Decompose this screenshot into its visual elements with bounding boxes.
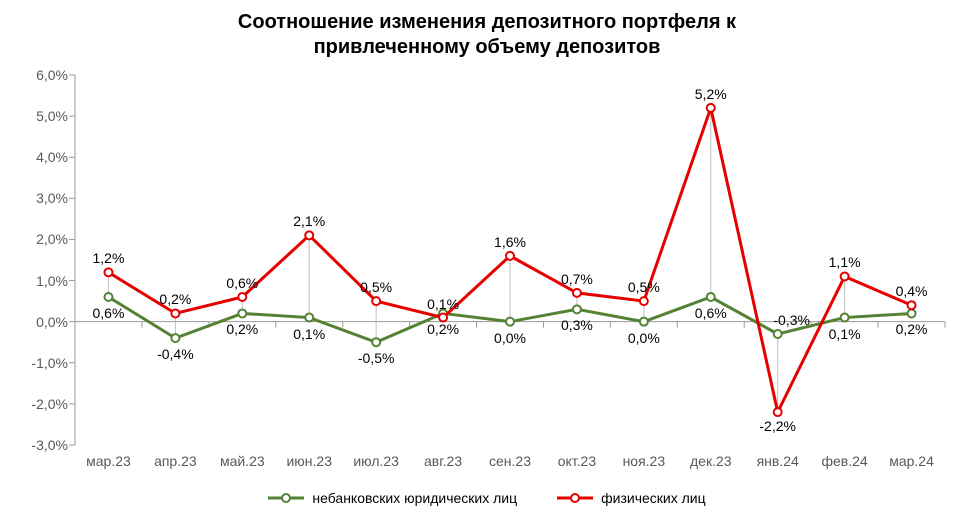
data-label: 5,2% bbox=[695, 86, 727, 102]
legend-item: физических лиц bbox=[557, 490, 706, 506]
chart-title-line2: привлеченному объему депозитов bbox=[314, 36, 661, 58]
y-tick-label: 5,0% bbox=[13, 108, 68, 124]
x-tick-label: сен.23 bbox=[489, 453, 531, 469]
data-label: 0,1% bbox=[829, 326, 861, 342]
data-label: -0,3% bbox=[773, 312, 810, 328]
data-label: 2,1% bbox=[293, 213, 325, 229]
x-tick-label: ноя.23 bbox=[623, 453, 666, 469]
plot-area bbox=[75, 75, 945, 445]
data-label: 0,6% bbox=[695, 305, 727, 321]
x-tick-label: дек.23 bbox=[690, 453, 732, 469]
x-tick-label: май.23 bbox=[220, 453, 265, 469]
x-tick-label: янв.24 bbox=[757, 453, 799, 469]
data-label: 0,2% bbox=[427, 321, 459, 337]
x-tick-label: апр.23 bbox=[154, 453, 197, 469]
chart-title-line1: Соотношение изменения депозитного портфе… bbox=[238, 11, 736, 33]
data-label: -0,4% bbox=[157, 346, 194, 362]
data-label: 0,0% bbox=[628, 330, 660, 346]
y-tick-label: -1,0% bbox=[13, 355, 68, 371]
data-label: 0,5% bbox=[360, 279, 392, 295]
data-label: 0,7% bbox=[561, 271, 593, 287]
data-label: 0,3% bbox=[561, 317, 593, 333]
y-tick-label: 6,0% bbox=[13, 67, 68, 83]
legend-label: небанковских юридических лиц bbox=[312, 490, 517, 506]
legend-swatch bbox=[557, 491, 593, 505]
data-label: 1,6% bbox=[494, 234, 526, 250]
legend-item: небанковских юридических лиц bbox=[268, 490, 517, 506]
y-tick-label: -3,0% bbox=[13, 437, 68, 453]
chart-title: Соотношение изменения депозитного портфе… bbox=[0, 10, 974, 60]
data-label: 0,4% bbox=[896, 283, 928, 299]
y-tick-label: -2,0% bbox=[13, 396, 68, 412]
data-label: 0,1% bbox=[293, 326, 325, 342]
data-label: 0,1% bbox=[427, 296, 459, 312]
legend-label: физических лиц bbox=[601, 490, 706, 506]
x-tick-label: окт.23 bbox=[558, 453, 596, 469]
legend-swatch bbox=[268, 491, 304, 505]
x-tick-label: фев.24 bbox=[822, 453, 868, 469]
data-label: 0,2% bbox=[159, 291, 191, 307]
data-label: -2,2% bbox=[759, 418, 796, 434]
y-tick-label: 2,0% bbox=[13, 231, 68, 247]
data-label: 0,2% bbox=[896, 321, 928, 337]
plot-svg bbox=[75, 75, 945, 445]
y-tick-label: 1,0% bbox=[13, 273, 68, 289]
data-label: 0,2% bbox=[226, 321, 258, 337]
x-tick-label: мар.24 bbox=[889, 453, 934, 469]
legend: небанковских юридических лиц физических л… bbox=[0, 490, 974, 506]
x-tick-label: авг.23 bbox=[424, 453, 462, 469]
y-tick-label: 0,0% bbox=[13, 314, 68, 330]
x-tick-label: мар.23 bbox=[86, 453, 131, 469]
data-label: 1,2% bbox=[92, 250, 124, 266]
data-label: -0,5% bbox=[358, 350, 395, 366]
chart-root: Соотношение изменения депозитного портфе… bbox=[0, 0, 974, 527]
y-tick-label: 4,0% bbox=[13, 149, 68, 165]
x-tick-label: июл.23 bbox=[353, 453, 399, 469]
x-tick-label: июн.23 bbox=[286, 453, 332, 469]
data-label: 0,6% bbox=[226, 275, 258, 291]
data-label: 0,6% bbox=[92, 305, 124, 321]
data-label: 0,0% bbox=[494, 330, 526, 346]
data-label: 0,5% bbox=[628, 279, 660, 295]
y-tick-label: 3,0% bbox=[13, 190, 68, 206]
data-label: 1,1% bbox=[829, 254, 861, 270]
